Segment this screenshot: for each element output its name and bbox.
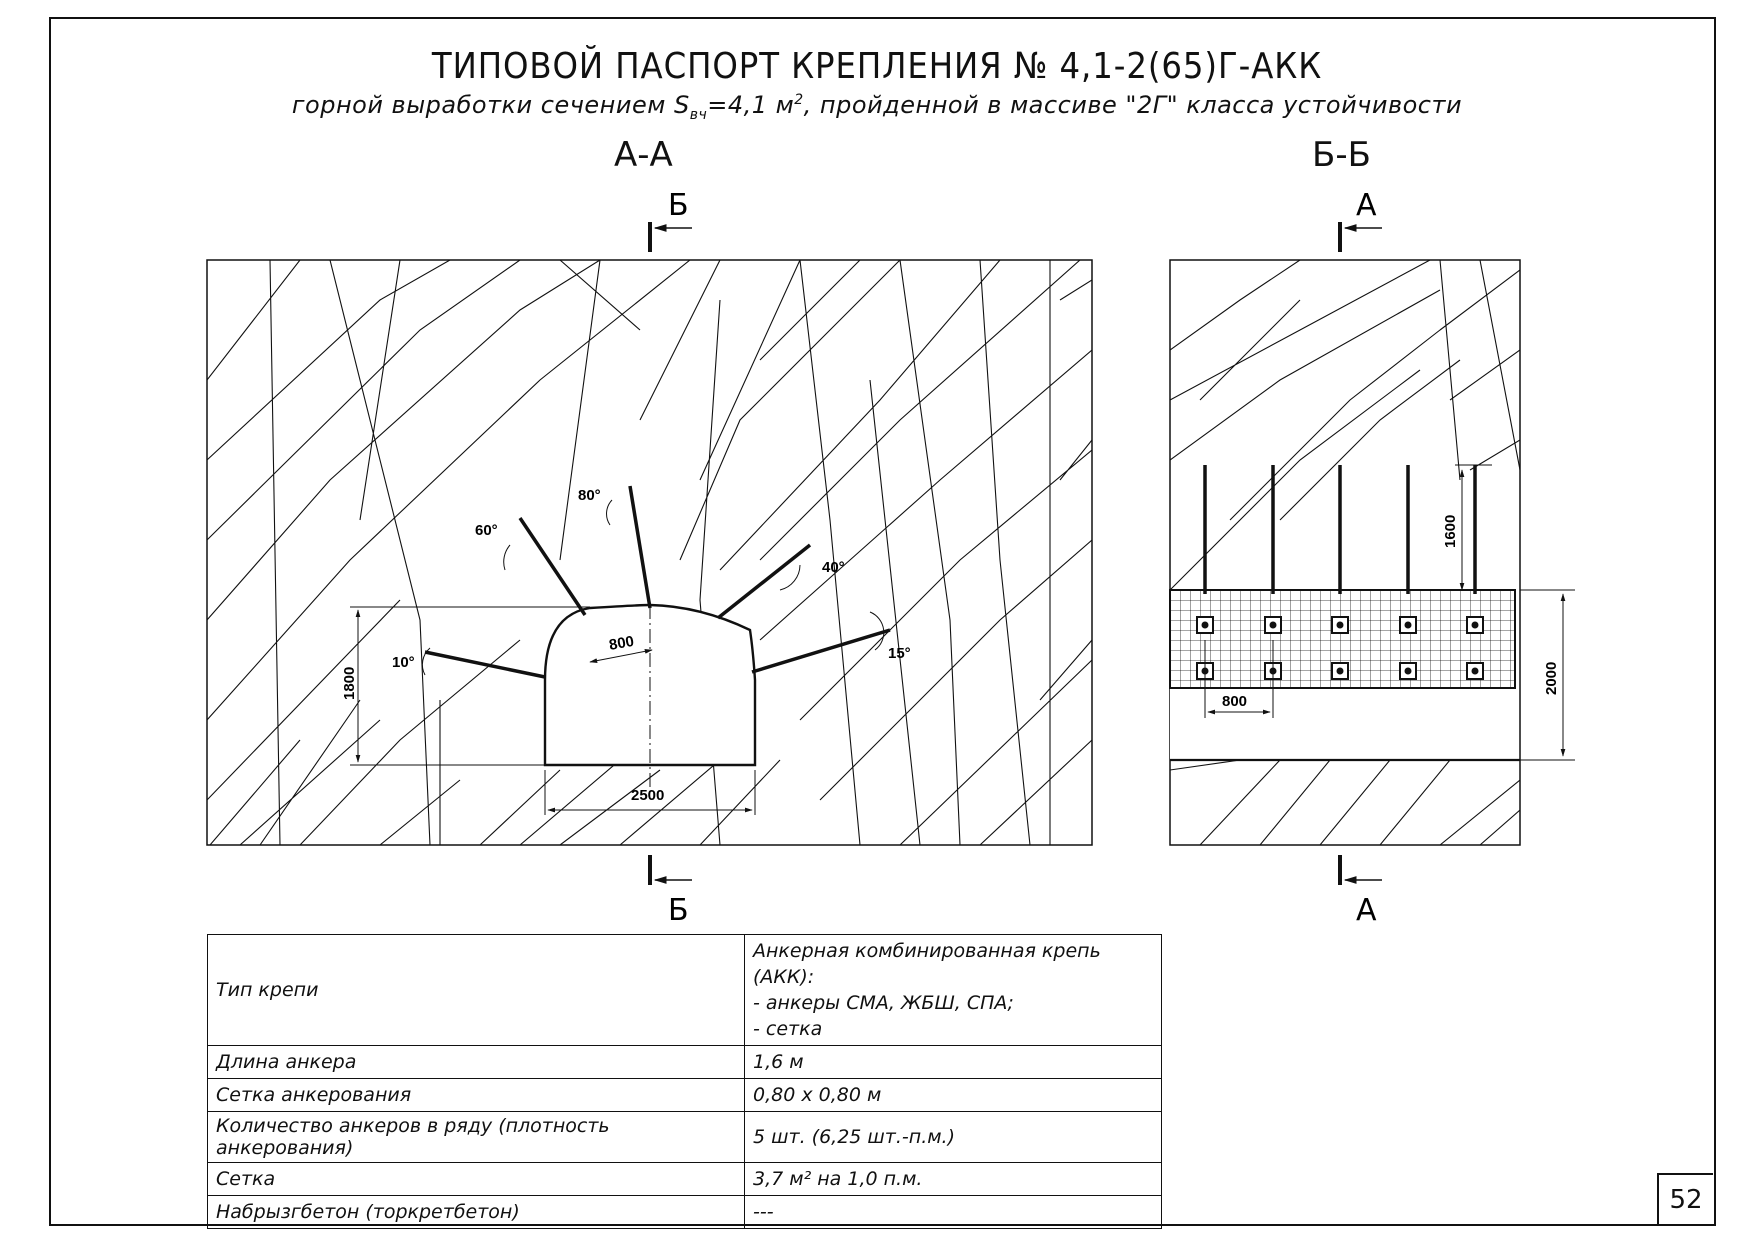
angle-label-4: 10° — [392, 654, 415, 671]
table-row: Тип крепи Анкерная комбинированная крепь… — [207, 934, 1162, 1046]
row-key: Длина анкера — [207, 1045, 745, 1079]
section-bb-rock — [1169, 259, 1521, 846]
table-row: Набрызгбетон (торкретбетон) --- — [207, 1195, 1162, 1229]
row-value: --- — [744, 1195, 1162, 1229]
row-value: Анкерная комбинированная крепь (АКК): - … — [744, 934, 1162, 1046]
spec-table: Тип крепи Анкерная комбинированная крепь… — [207, 934, 1162, 1229]
page-subtitle: горной выработки сечением Sвч=4,1 м2, пр… — [291, 91, 1463, 123]
row-key: Количество анкеров в ряду (плотность анк… — [207, 1111, 745, 1163]
dim-spacing-800-bb: 800 — [1222, 693, 1247, 710]
cut-markers — [648, 222, 1382, 885]
dim-width-2500: 2500 — [631, 787, 664, 804]
table-row: Длина анкера 1,6 м — [207, 1045, 1162, 1079]
tunnel-profile — [543, 603, 757, 790]
page-title: ТИПОВОЙ ПАСПОРТ КРЕПЛЕНИЯ № 4,1-2(65)Г-А… — [431, 46, 1323, 87]
section-bb-label: Б-Б — [1312, 135, 1371, 175]
row-value: 3,7 м² на 1,0 п.м. — [744, 1162, 1162, 1196]
row-key: Набрызгбетон (торкретбетон) — [207, 1195, 745, 1229]
cut-label-aa-bottom: Б — [668, 893, 689, 928]
section-aa-rock — [206, 259, 1093, 846]
row-key: Сетка анкерования — [207, 1078, 745, 1112]
dim-spacing-800: 800 — [608, 633, 636, 654]
cut-label-aa-top: Б — [668, 188, 689, 223]
anchors-section-bb — [1196, 465, 1484, 680]
angle-label-3: 40° — [822, 559, 845, 576]
angle-label-2: 80° — [578, 487, 601, 504]
angle-label-5: 15° — [888, 645, 911, 662]
dim-anchor-length-1600: 1600 — [1442, 515, 1459, 548]
row-value: 5 шт. (6,25 шт.-п.м.) — [744, 1111, 1162, 1163]
table-row: Сетка анкерования 0,80 х 0,80 м — [207, 1078, 1162, 1112]
section-aa-label: А-А — [614, 135, 673, 175]
row-key: Сетка — [207, 1162, 745, 1196]
row-value: 0,80 х 0,80 м — [744, 1078, 1162, 1112]
dim-height-2000: 2000 — [1543, 662, 1560, 695]
table-row: Количество анкеров в ряду (плотность анк… — [207, 1111, 1162, 1163]
dim-height-1800: 1800 — [341, 667, 358, 700]
cut-label-bb-top: А — [1356, 188, 1377, 223]
dims-section-aa — [350, 499, 885, 815]
row-key: Тип крепи — [207, 934, 745, 1046]
angle-label-1: 60° — [475, 522, 498, 539]
anchors-section-aa — [424, 485, 891, 679]
page-number: 52 — [1657, 1173, 1713, 1225]
cut-label-bb-bottom: А — [1356, 893, 1377, 928]
table-row: Сетка 3,7 м² на 1,0 п.м. — [207, 1162, 1162, 1196]
row-value: 1,6 м — [744, 1045, 1162, 1079]
dims-section-bb — [1204, 464, 1575, 761]
